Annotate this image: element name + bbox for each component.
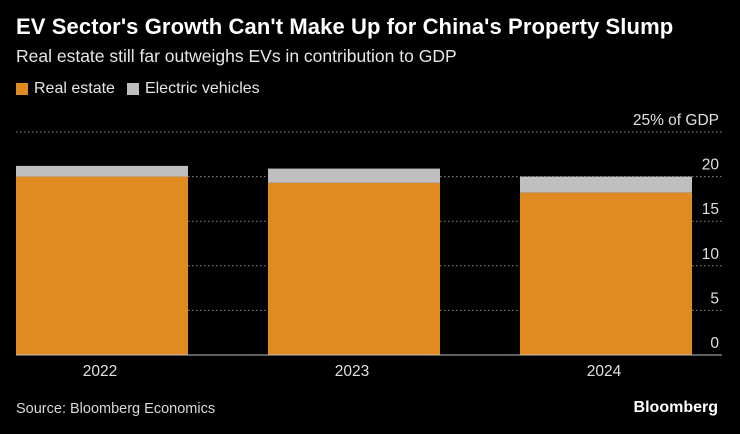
bar-real-estate-2023 xyxy=(268,182,440,355)
y-tick-label-10: 10 xyxy=(702,246,720,263)
bloomberg-logo: Bloomberg xyxy=(633,399,718,416)
legend: Real estate Electric vehicles xyxy=(16,80,272,98)
x-tick-label-2023: 2023 xyxy=(335,363,369,380)
bar-electric-vehicles-2022 xyxy=(16,165,188,177)
legend-swatch-real-estate xyxy=(16,83,28,95)
legend-label-real-estate: Real estate xyxy=(34,80,115,97)
x-tick-label-2024: 2024 xyxy=(587,363,622,380)
legend-swatch-electric-vehicles xyxy=(126,83,139,95)
bar-real-estate-2024 xyxy=(520,192,692,355)
y-tick-label-25: 25% of GDP xyxy=(633,112,719,129)
y-tick-label-15: 15 xyxy=(702,201,719,218)
y-tick-label-5: 5 xyxy=(710,290,719,307)
bar-electric-vehicles-2024 xyxy=(520,176,692,193)
legend-item-electric-vehicles: Electric vehicles xyxy=(126,80,260,98)
legend-label-electric-vehicles: Electric vehicles xyxy=(144,80,260,97)
y-tick-label-0: 0 xyxy=(710,335,719,352)
chart-title: EV Sector's Growth Can't Make Up for Chi… xyxy=(16,14,674,39)
legend-item-real-estate: Real estate xyxy=(16,80,115,98)
y-tick-label-20: 20 xyxy=(702,157,720,174)
x-tick-label-2022: 2022 xyxy=(83,363,117,380)
source-note: Source: Bloomberg Economics xyxy=(16,401,216,417)
bar-electric-vehicles-2023 xyxy=(268,168,440,183)
chart-subtitle: Real estate still far outweighs EVs in c… xyxy=(16,46,457,66)
bar-real-estate-2022 xyxy=(16,176,188,355)
